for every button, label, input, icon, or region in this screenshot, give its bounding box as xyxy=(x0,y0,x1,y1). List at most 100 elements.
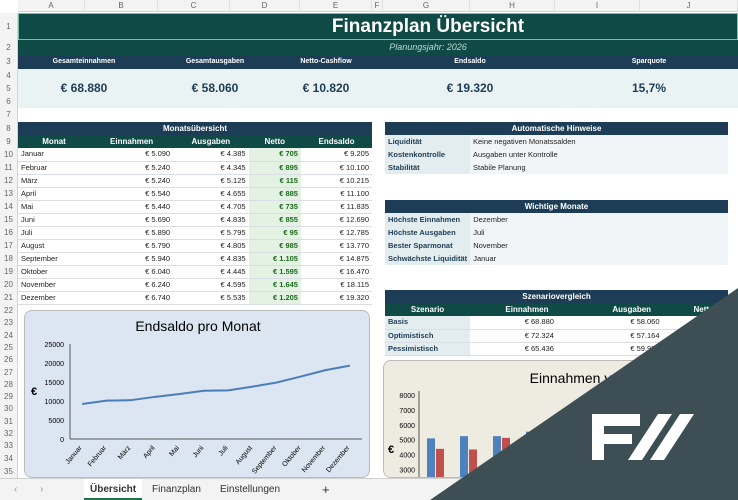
cell[interactable]: € 5.890 xyxy=(90,226,174,240)
row-header[interactable]: 3 xyxy=(0,55,18,69)
column-header[interactable]: C xyxy=(158,0,230,12)
cell[interactable]: € 5.790 xyxy=(90,239,174,253)
row-header[interactable]: 9 xyxy=(0,135,18,148)
cell[interactable]: € 1.595 xyxy=(248,265,301,279)
column-header[interactable]: D xyxy=(230,0,300,12)
row-header[interactable]: 18 xyxy=(0,252,18,265)
cell[interactable]: € 6.240 xyxy=(90,278,174,292)
row-header[interactable]: 26 xyxy=(0,354,18,367)
row-header[interactable]: 30 xyxy=(0,403,18,416)
prev-sheet-button[interactable]: ‹ xyxy=(14,484,18,495)
sheet-tab-einstellungen[interactable]: Einstellungen xyxy=(220,484,281,495)
row-header[interactable]: 8 xyxy=(0,122,18,135)
row-header[interactable]: 14 xyxy=(0,200,18,213)
cell[interactable]: € 5.440 xyxy=(90,200,174,214)
row-header[interactable]: 20 xyxy=(0,278,18,291)
cell[interactable]: September xyxy=(18,252,91,266)
cell[interactable]: € 9.205 xyxy=(300,148,372,162)
cell[interactable]: Januar xyxy=(18,148,91,162)
cell[interactable]: März xyxy=(18,174,91,188)
cell[interactable]: € 5.240 xyxy=(90,161,174,175)
row-header[interactable]: 35 xyxy=(0,464,18,478)
row-header[interactable]: 17 xyxy=(0,239,18,252)
cell[interactable]: Februar xyxy=(18,161,91,175)
column-header[interactable]: F xyxy=(372,0,383,12)
cell[interactable]: € 13.770 xyxy=(300,239,372,253)
cell[interactable]: € 12.785 xyxy=(300,226,372,240)
cell[interactable]: Juli xyxy=(18,226,91,240)
cell[interactable]: € 11.835 xyxy=(300,200,372,214)
row-header[interactable]: 22 xyxy=(0,305,18,318)
cell[interactable]: November xyxy=(18,278,91,292)
cell[interactable]: August xyxy=(18,239,91,253)
cell[interactable]: € 6.740 xyxy=(90,291,174,305)
cell[interactable]: € 95 xyxy=(248,226,301,240)
row-header[interactable]: 6 xyxy=(0,95,18,108)
cell[interactable]: Oktober xyxy=(18,265,91,279)
sheet-tab-finanzplan[interactable]: Finanzplan xyxy=(152,484,201,495)
row-header[interactable]: 13 xyxy=(0,187,18,200)
cell[interactable]: € 4.385 xyxy=(173,148,249,162)
cell[interactable]: € 72.324 xyxy=(524,330,554,340)
line-chart[interactable]: Endsaldo pro Monat 0 5000 10000 15000 20000 25… xyxy=(24,310,370,478)
row-header[interactable]: 4 xyxy=(0,69,18,82)
cell[interactable]: € 115 xyxy=(248,174,301,188)
cell[interactable]: € 1.205 xyxy=(248,291,301,305)
row-header[interactable]: 19 xyxy=(0,265,18,278)
cell[interactable]: € 68.880 xyxy=(524,317,554,327)
cell[interactable]: € 5.795 xyxy=(173,226,249,240)
row-header[interactable]: 32 xyxy=(0,428,18,441)
cell[interactable]: € 12.690 xyxy=(300,213,372,227)
row-header[interactable]: 21 xyxy=(0,291,18,305)
row-header[interactable]: 25 xyxy=(0,341,18,355)
cell[interactable]: € 65.436 xyxy=(524,343,554,353)
cell[interactable]: € 4.835 xyxy=(173,252,249,266)
cell[interactable]: € 4.835 xyxy=(173,213,249,227)
cell[interactable]: Mai xyxy=(18,200,91,214)
column-header[interactable]: H xyxy=(470,0,555,12)
cell[interactable]: April xyxy=(18,187,91,201)
row-header[interactable]: 27 xyxy=(0,366,18,379)
cell[interactable]: € 19.320 xyxy=(300,291,372,305)
cell[interactable]: € 14.875 xyxy=(300,252,372,266)
column-header[interactable]: G xyxy=(383,0,470,12)
cell[interactable]: € 4.655 xyxy=(173,187,249,201)
row-header[interactable]: 29 xyxy=(0,391,18,404)
column-header[interactable]: A xyxy=(18,0,85,12)
row-header[interactable]: 16 xyxy=(0,226,18,239)
cell[interactable]: € 18.115 xyxy=(300,278,372,292)
row-header[interactable]: 28 xyxy=(0,378,18,392)
cell[interactable]: € 5.690 xyxy=(90,213,174,227)
row-header[interactable]: 33 xyxy=(0,440,18,453)
row-header[interactable]: 5 xyxy=(0,82,18,95)
cell[interactable]: € 16.470 xyxy=(300,265,372,279)
row-header[interactable]: 10 xyxy=(0,148,18,161)
next-sheet-button[interactable]: › xyxy=(40,484,44,495)
row-header[interactable]: 31 xyxy=(0,415,18,428)
cell[interactable]: € 5.940 xyxy=(90,252,174,266)
cell[interactable]: € 5.540 xyxy=(90,187,174,201)
row-header[interactable]: 24 xyxy=(0,329,18,342)
cell[interactable]: € 885 xyxy=(248,187,301,201)
column-header[interactable]: E xyxy=(300,0,372,12)
row-header[interactable]: 11 xyxy=(0,161,18,174)
cell[interactable]: € 4.595 xyxy=(173,278,249,292)
cell[interactable]: Dezember xyxy=(18,291,91,305)
cell[interactable]: € 1.645 xyxy=(248,278,301,292)
cell[interactable]: € 5.090 xyxy=(90,148,174,162)
cell[interactable]: € 5.125 xyxy=(173,174,249,188)
row-header[interactable]: 12 xyxy=(0,174,18,187)
cell[interactable]: Juni xyxy=(18,213,91,227)
add-sheet-button[interactable]: + xyxy=(322,482,330,497)
cell[interactable]: € 10.215 xyxy=(300,174,372,188)
column-header[interactable]: I xyxy=(555,0,640,12)
cell[interactable]: € 855 xyxy=(248,213,301,227)
row-header[interactable]: 2 xyxy=(0,40,18,55)
row-header[interactable]: 23 xyxy=(0,317,18,330)
cell[interactable]: € 57.164 xyxy=(630,330,660,340)
cell[interactable]: € 895 xyxy=(248,161,301,175)
cell[interactable]: € 11.100 xyxy=(300,187,372,201)
sheet-tab-uebersicht[interactable]: Übersicht xyxy=(84,479,143,500)
cell[interactable]: € 4.445 xyxy=(173,265,249,279)
cell[interactable]: € 1.105 xyxy=(248,252,301,266)
